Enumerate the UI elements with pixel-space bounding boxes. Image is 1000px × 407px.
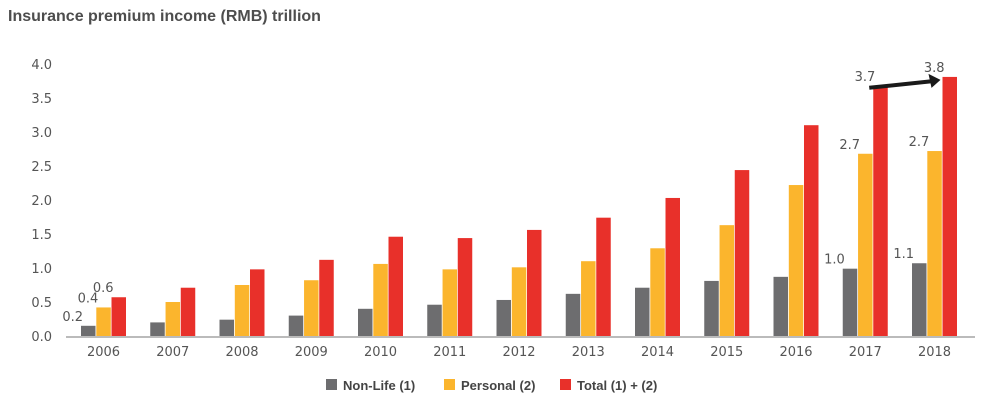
y-tick-label: 3.0: [31, 126, 52, 141]
bar-non-life-1--2015: [704, 280, 719, 336]
bar-personal-2--2015: [719, 225, 735, 336]
legend-label: Personal (2): [461, 378, 535, 393]
data-label: 2.7: [839, 138, 860, 153]
bar-total-1-2--2014: [665, 197, 680, 336]
bar-non-life-1--2007: [150, 322, 165, 336]
x-tick-label: 2008: [225, 345, 258, 360]
bar-non-life-1--2006: [81, 325, 96, 336]
y-tick-label: 4.0: [31, 58, 52, 73]
bar-personal-2--2012: [511, 267, 527, 336]
x-tick-label: 2012: [502, 345, 535, 360]
bar-non-life-1--2018: [912, 263, 927, 336]
bar-personal-2--2016: [788, 185, 804, 336]
arrow-shaft: [869, 79, 931, 90]
bar-non-life-1--2016: [773, 276, 788, 336]
bar-total-1-2--2013: [596, 217, 611, 336]
legend-swatch: [444, 379, 455, 390]
bar-personal-2--2007: [165, 302, 181, 336]
bar-personal-2--2010: [373, 263, 388, 336]
y-tick-label: 3.5: [31, 92, 52, 107]
x-tick-label: 2017: [849, 345, 882, 360]
bar-total-1-2--2008: [250, 269, 265, 336]
x-tick-label: 2014: [641, 345, 674, 360]
bar-total-1-2--2009: [319, 259, 334, 336]
bar-non-life-1--2011: [427, 304, 442, 336]
x-tick-label: 2011: [433, 345, 466, 360]
x-tick-label: 2009: [295, 345, 328, 360]
bar-total-1-2--2016: [804, 125, 819, 336]
bar-non-life-1--2013: [565, 293, 581, 336]
y-tick-label: 1.0: [31, 262, 52, 277]
data-label: 0.4: [78, 291, 99, 306]
bar-non-life-1--2008: [219, 319, 234, 336]
y-tick-label: 2.5: [31, 160, 52, 175]
bar-total-1-2--2006: [111, 297, 126, 336]
bar-non-life-1--2014: [635, 287, 650, 336]
chart-title: Insurance premium income (RMB) trillion: [8, 8, 321, 25]
bar-personal-2--2008: [234, 285, 250, 336]
bar-total-1-2--2011: [457, 238, 473, 336]
legend-swatch: [326, 379, 337, 390]
x-tick-label: 2015: [710, 345, 743, 360]
y-tick-label: 1.5: [31, 228, 52, 243]
bar-personal-2--2006: [96, 307, 111, 336]
bar-personal-2--2017: [858, 153, 873, 336]
bar-personal-2--2018: [927, 151, 942, 336]
bar-personal-2--2013: [581, 261, 596, 336]
y-tick-label: 0.0: [31, 330, 52, 345]
bar-total-1-2--2012: [527, 229, 542, 336]
y-tick-label: 0.5: [31, 296, 52, 311]
legend-label: Non-Life (1): [343, 378, 415, 393]
bar-personal-2--2009: [304, 280, 319, 336]
x-tick-label: 2006: [87, 345, 120, 360]
bar-total-1-2--2015: [734, 170, 750, 336]
data-label: 0.2: [62, 310, 83, 325]
data-label: 3.8: [924, 61, 945, 76]
bar-non-life-1--2009: [288, 315, 304, 336]
legend-label: Total (1) + (2): [577, 378, 657, 393]
data-label: 1.0: [824, 253, 845, 268]
data-label: 0.6: [93, 281, 114, 296]
bar-non-life-1--2012: [496, 299, 511, 336]
bar-non-life-1--2010: [358, 308, 373, 336]
bar-total-1-2--2017: [873, 85, 888, 336]
bar-total-1-2--2018: [942, 76, 957, 337]
legend-swatch: [560, 379, 571, 390]
x-tick-label: 2007: [156, 345, 189, 360]
data-label: 1.1: [893, 247, 914, 262]
bar-personal-2--2014: [650, 248, 665, 336]
x-tick-label: 2010: [364, 345, 397, 360]
bar-non-life-1--2017: [842, 268, 858, 336]
bar-personal-2--2011: [442, 269, 458, 336]
x-tick-label: 2016: [779, 345, 812, 360]
arrow-head-icon: [928, 73, 941, 88]
y-tick-label: 2.0: [31, 194, 52, 209]
bar-total-1-2--2007: [180, 287, 196, 336]
x-tick-label: 2018: [918, 345, 951, 360]
bar-total-1-2--2010: [388, 236, 403, 336]
data-label: 3.7: [855, 70, 876, 85]
x-tick-label: 2013: [572, 345, 605, 360]
data-label: 2.7: [909, 135, 930, 150]
